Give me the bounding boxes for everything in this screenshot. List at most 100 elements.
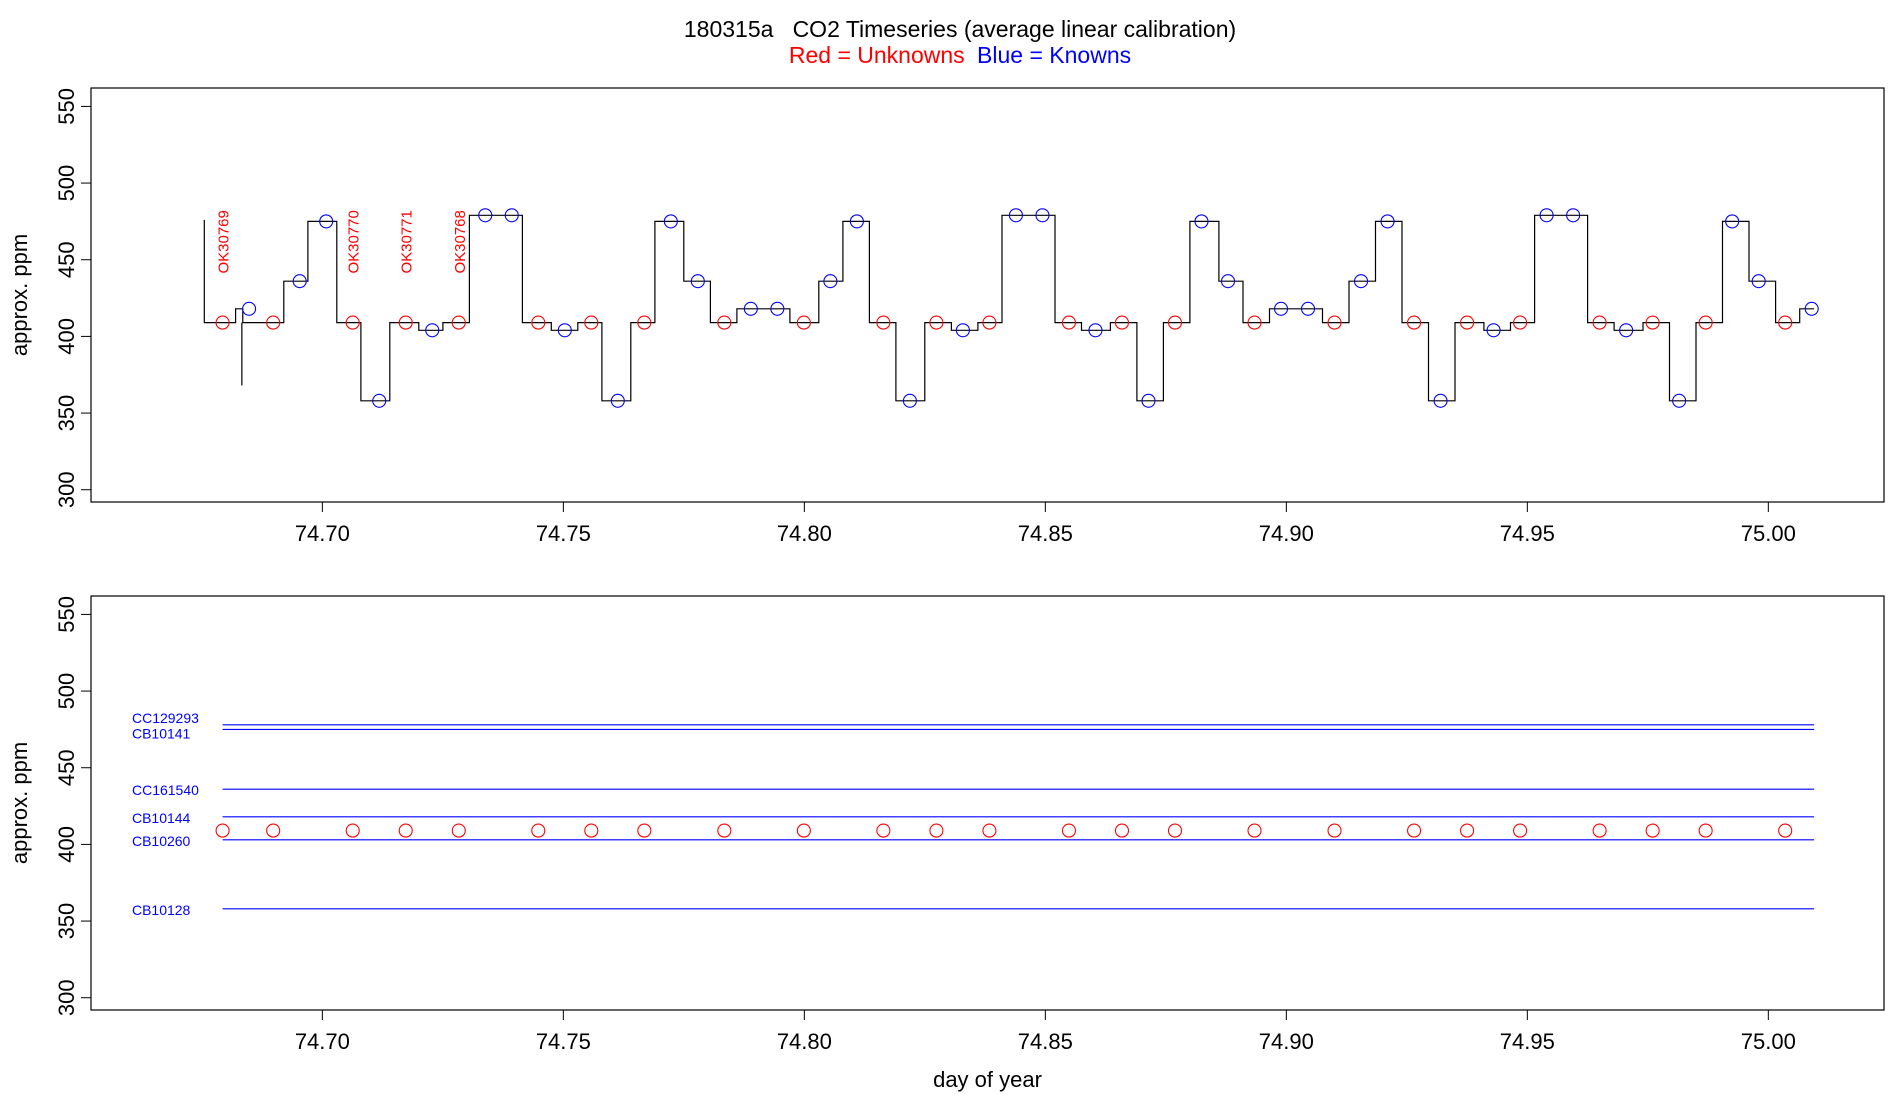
- unknown-point: [717, 823, 732, 838]
- unknown-point: [345, 823, 360, 838]
- unknown-point: [876, 823, 891, 838]
- standard-label: CB10128: [132, 902, 191, 918]
- known-point: [242, 301, 257, 316]
- unknown-point: [1247, 823, 1262, 838]
- unknown-point: [398, 315, 413, 330]
- unknown-point: [1247, 315, 1262, 330]
- bottom-x-axis-label: day of year: [933, 1067, 1042, 1092]
- unknown-point: [637, 823, 652, 838]
- subtitle-knowns: Blue = Knowns: [977, 42, 1131, 68]
- bottom-plot-frame: [90, 595, 1885, 1011]
- known-point: [319, 214, 334, 229]
- known-point: [1804, 301, 1819, 316]
- co2-trace-line: [203, 214, 1815, 402]
- unknown-point: [1592, 315, 1607, 330]
- known-point: [610, 393, 625, 408]
- known-point: [1273, 301, 1289, 316]
- unknown-point: [1778, 823, 1793, 838]
- top-y-tick-label: 500: [54, 165, 79, 202]
- unknown-point: [215, 823, 230, 838]
- unknown-point: [982, 315, 997, 330]
- unknown-point: [637, 315, 652, 330]
- top-x-tick-label: 74.70: [295, 521, 350, 546]
- unknown-point: [1778, 315, 1793, 330]
- unknown-point: [531, 315, 546, 330]
- top-x-tick-label: 74.95: [1500, 521, 1555, 546]
- unknown-point: [1327, 823, 1342, 838]
- bottom-x-tick-label: 75.00: [1741, 1029, 1796, 1054]
- top-y-tick-label: 550: [54, 88, 79, 125]
- unknown-point: [1698, 315, 1713, 330]
- known-point: [1380, 214, 1395, 229]
- unknown-point: [1460, 823, 1475, 838]
- known-point: [770, 301, 785, 316]
- unknown-point: [451, 315, 466, 330]
- sample-id-label: OK30769: [216, 210, 233, 273]
- bottom-x-tick-label: 74.70: [295, 1029, 350, 1054]
- unknown-point: [1645, 823, 1660, 838]
- unknown-point: [876, 315, 891, 330]
- known-point: [1194, 214, 1209, 229]
- known-point: [955, 323, 970, 338]
- standard-label: CC129293: [132, 710, 199, 726]
- unknown-point: [451, 823, 466, 838]
- known-point: [1433, 393, 1448, 408]
- known-point: [1141, 393, 1156, 408]
- known-point: [504, 208, 519, 223]
- unknown-point: [1698, 823, 1713, 838]
- known-point: [425, 323, 440, 338]
- unknown-point: [796, 823, 811, 838]
- bottom-y-tick-label: 550: [54, 596, 79, 633]
- known-point: [1035, 208, 1050, 223]
- sample-id-label: OK30771: [399, 210, 416, 273]
- bottom-x-tick-label: 74.90: [1259, 1029, 1314, 1054]
- unknown-point: [584, 823, 599, 838]
- known-point: [292, 274, 307, 289]
- sample-id-label: OK30770: [346, 210, 363, 273]
- unknown-point: [1327, 315, 1342, 330]
- bottom-y-tick-label: 450: [54, 749, 79, 786]
- known-point: [478, 208, 493, 223]
- bottom-x-tick-label: 74.95: [1500, 1029, 1555, 1054]
- bottom-y-tick-label: 500: [54, 673, 79, 710]
- top-x-tick-label: 75.00: [1741, 521, 1796, 546]
- top-y-axis-label: approx. ppm: [7, 234, 32, 356]
- known-point: [1353, 274, 1369, 289]
- standards-panel: 74.70 74.75 74.80 74.85 74.90 74.95 75.00 300 35…: [7, 595, 1885, 1092]
- unknown-point: [929, 315, 944, 330]
- top-y-tick-label: 300: [54, 471, 79, 508]
- unknown-point: [1061, 823, 1077, 838]
- known-point: [690, 274, 705, 289]
- unknown-point: [1407, 315, 1422, 330]
- standard-label: CB10141: [132, 725, 191, 741]
- known-point: [849, 214, 864, 229]
- unknown-point: [1167, 315, 1183, 330]
- known-point: [1220, 274, 1236, 289]
- unknown-point: [1061, 315, 1077, 330]
- unknown-point: [1114, 823, 1130, 838]
- known-point: [743, 301, 758, 316]
- unknown-point: [796, 315, 811, 330]
- known-point: [1566, 208, 1581, 223]
- timeseries-panel: 74.70 74.75 74.80 74.85 74.90 74.95 75.00 300 35…: [7, 87, 1885, 546]
- standard-label: CC161540: [132, 782, 199, 798]
- known-point: [557, 323, 572, 338]
- standard-label: CB10260: [132, 833, 191, 849]
- known-point: [1672, 393, 1687, 408]
- unknown-point: [345, 315, 360, 330]
- known-point: [1539, 208, 1554, 223]
- unknown-point: [1513, 823, 1528, 838]
- unknown-point: [1407, 823, 1422, 838]
- known-point: [1088, 323, 1103, 338]
- bottom-y-tick-label: 300: [54, 979, 79, 1016]
- unknown-point: [1460, 315, 1475, 330]
- known-point: [663, 214, 678, 229]
- known-point: [1725, 214, 1740, 229]
- known-point: [372, 393, 387, 408]
- bottom-x-tick-label: 74.75: [536, 1029, 591, 1054]
- standard-label: CB10144: [132, 810, 191, 826]
- chart-title: 180315a CO2 Timeseries (average linear c…: [684, 16, 1236, 42]
- bottom-y-tick-label: 400: [54, 826, 79, 863]
- bottom-y-tick-label: 350: [54, 903, 79, 940]
- top-x-tick-label: 74.85: [1018, 521, 1073, 546]
